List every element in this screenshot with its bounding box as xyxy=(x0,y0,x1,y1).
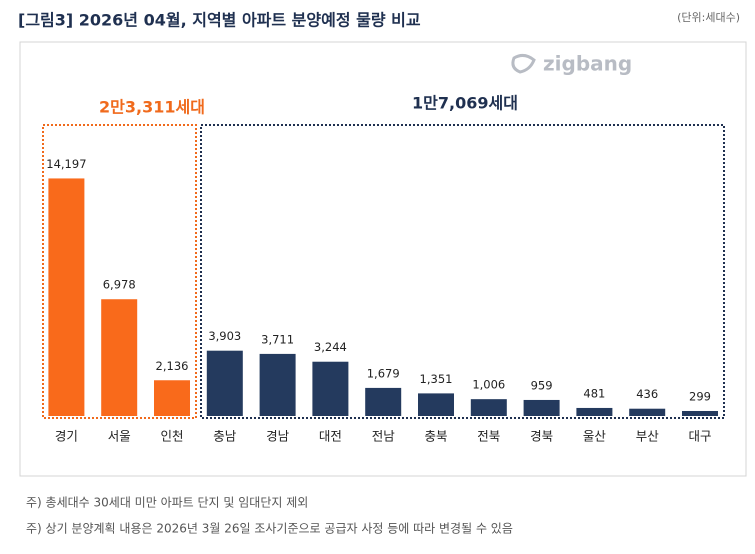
bar xyxy=(312,361,349,416)
bar xyxy=(682,410,718,416)
value-label: 1,679 xyxy=(367,366,400,380)
bar xyxy=(259,353,296,416)
x-tick-label: 충남 xyxy=(213,429,237,444)
x-tick-label: 충북 xyxy=(424,429,447,444)
value-label: 481 xyxy=(583,386,605,400)
bar xyxy=(523,399,560,416)
note: 주) 상기 분양계획 내용은 2026년 3월 26일 조사기준으로 공급자 사… xyxy=(26,522,513,536)
value-label: 3,244 xyxy=(314,340,347,354)
value-label: 3,903 xyxy=(208,329,241,343)
x-tick-label: 울산 xyxy=(583,429,607,444)
group-box xyxy=(200,124,725,419)
x-tick-label: 서울 xyxy=(108,429,131,444)
bar xyxy=(154,380,190,416)
x-tick-label: 경북 xyxy=(530,429,553,444)
value-label: 2,136 xyxy=(156,359,189,373)
value-label: 6,978 xyxy=(103,278,136,292)
x-tick-label: 전남 xyxy=(372,429,396,444)
bar xyxy=(48,178,85,416)
group-label: 2만3,311세대 xyxy=(99,98,205,117)
bar xyxy=(629,408,666,416)
value-label: 436 xyxy=(636,387,658,401)
logo-icon xyxy=(511,53,536,74)
value-label: 14,197 xyxy=(46,157,86,171)
bar xyxy=(470,399,507,416)
x-tick-label: 인천 xyxy=(160,429,183,444)
group-label: 1만7,069세대 xyxy=(412,94,518,113)
bar xyxy=(576,407,613,416)
value-label: 3,711 xyxy=(261,332,294,346)
x-tick-label: 대전 xyxy=(319,429,342,444)
x-tick-label: 경기 xyxy=(55,429,78,444)
chart-title: [그림3] 2026년 04월, 지역별 아파트 분양예정 물량 비교 xyxy=(18,11,421,30)
group-box xyxy=(42,124,197,419)
chart-frame xyxy=(19,41,747,477)
bar xyxy=(365,387,402,416)
value-label: 959 xyxy=(531,378,553,392)
unit-label: (단위:세대수) xyxy=(677,11,740,24)
x-tick-label: 전북 xyxy=(477,429,500,444)
bar xyxy=(101,299,138,416)
x-tick-label: 대구 xyxy=(688,429,711,444)
value-label: 1,351 xyxy=(420,372,453,386)
x-tick-label: 경남 xyxy=(266,429,290,444)
note: 주) 총세대수 30세대 미만 아파트 단지 및 임대단지 제외 xyxy=(26,496,308,510)
value-label: 1,006 xyxy=(472,378,505,392)
value-label: 299 xyxy=(689,389,711,403)
bar xyxy=(418,393,454,416)
logo: zigbang xyxy=(543,52,632,76)
x-tick-label: 부산 xyxy=(636,429,660,444)
bar xyxy=(206,350,243,416)
